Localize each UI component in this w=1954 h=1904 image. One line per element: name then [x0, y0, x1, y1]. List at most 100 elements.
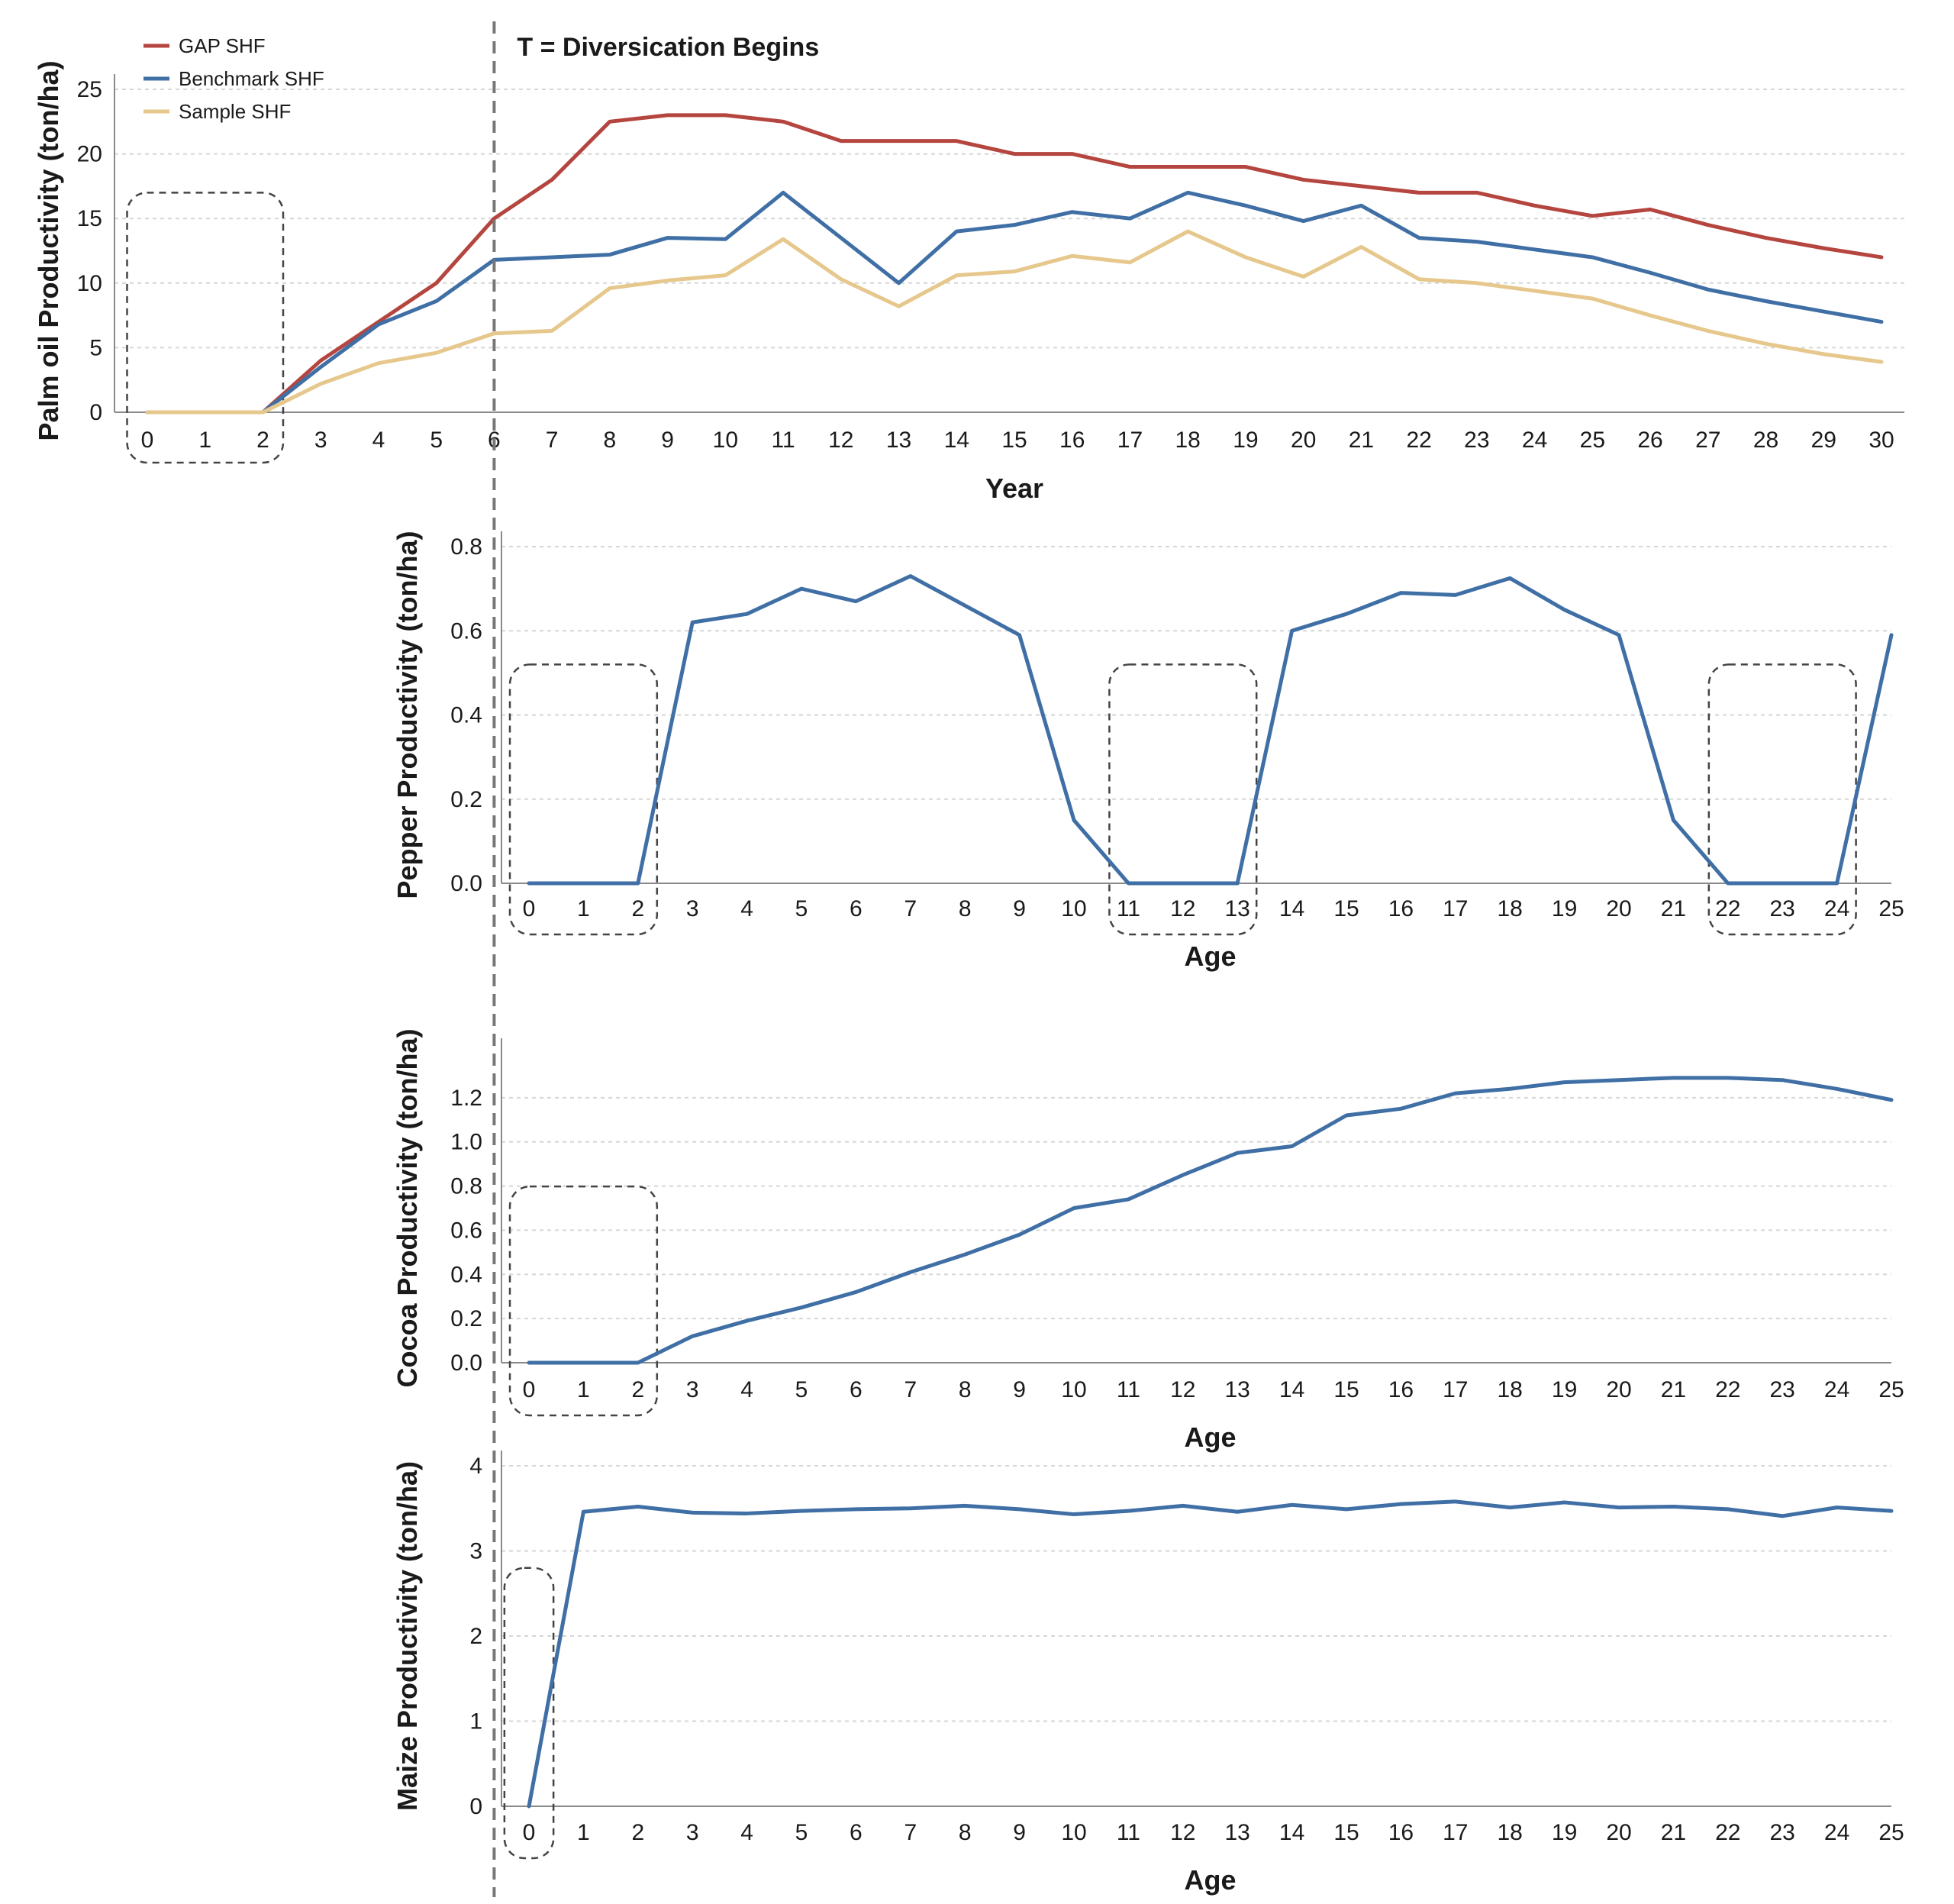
maize-establishment-box — [503, 1567, 555, 1860]
maize-x-tick-label: 2 — [631, 1820, 644, 1845]
pepper-y-tick-label: 0.4 — [450, 703, 482, 728]
legend-label: GAP SHF — [179, 34, 266, 57]
palm-x-tick-label: 5 — [430, 428, 443, 453]
cocoa-x-tick-label: 18 — [1498, 1377, 1523, 1402]
pepper-series-line — [527, 574, 1894, 886]
pepper-x-tick-label: 18 — [1498, 896, 1523, 921]
maize-x-tick-label: 17 — [1443, 1820, 1468, 1845]
pepper-x-tick-label: 25 — [1878, 896, 1904, 921]
pepper-x-tick-label: 2 — [631, 896, 644, 921]
maize-y-tick-label: 2 — [469, 1624, 482, 1649]
pepper-y-tick-label: 0.0 — [450, 871, 482, 896]
palm-x-tick-label: 2 — [256, 428, 269, 453]
pepper-y-axis-title: Pepper Productivity (ton/ha) — [392, 531, 423, 899]
palm-x-tick-label: 16 — [1059, 428, 1085, 453]
legend-label: Sample SHF — [179, 100, 291, 123]
pepper-x-tick-label: 0 — [523, 896, 536, 921]
maize-y-tick-label: 0 — [469, 1794, 482, 1819]
pepper-x-tick-label: 19 — [1552, 896, 1577, 921]
diversification-annotation: T = Diversication Begins — [492, 21, 819, 1897]
palm-y-tick-label: 25 — [77, 77, 102, 102]
cocoa-y-tick-label: 0.4 — [450, 1262, 482, 1287]
pepper-x-tick-label: 16 — [1388, 896, 1414, 921]
palm-x-tick-label: 4 — [372, 428, 385, 453]
palm-series-line — [145, 190, 1884, 415]
palm-x-tick-label: 27 — [1695, 428, 1720, 453]
palm-x-tick-label: 0 — [141, 428, 154, 453]
diversification-label: T = Diversication Begins — [517, 33, 819, 62]
pepper-x-tick-label: 10 — [1061, 896, 1086, 921]
cocoa-y-tick-label: 0.0 — [450, 1351, 482, 1376]
palm-y-tick-label: 5 — [89, 335, 102, 360]
legend-label: Benchmark SHF — [179, 67, 324, 90]
palm-x-tick-label: 22 — [1406, 428, 1431, 453]
pepper-establishment-box — [508, 663, 659, 936]
pepper-x-tick-label: 21 — [1661, 896, 1686, 921]
cocoa-x-tick-label: 5 — [795, 1377, 808, 1402]
maize-y-axis-title: Maize Productivity (ton/ha) — [392, 1461, 423, 1811]
pepper-x-tick-label: 23 — [1770, 896, 1795, 921]
palm-x-tick-label: 7 — [546, 428, 559, 453]
palm-y-tick-label: 0 — [89, 400, 102, 425]
pepper-x-tick-label: 14 — [1279, 896, 1304, 921]
pepper-x-axis-title: Age — [1184, 941, 1236, 972]
cocoa-x-tick-label: 20 — [1606, 1377, 1631, 1402]
palm-oil-chart: 0510152025012345678910111213141516171819… — [33, 60, 1904, 504]
pepper-establishment-box — [1108, 663, 1258, 936]
maize-x-tick-label: 20 — [1606, 1820, 1631, 1845]
maize-x-tick-label: 13 — [1225, 1820, 1250, 1845]
maize-x-tick-label: 22 — [1715, 1820, 1740, 1845]
palm-x-tick-label: 9 — [661, 428, 674, 453]
maize-x-tick-label: 14 — [1279, 1820, 1304, 1845]
pepper-chart: 0.00.20.40.60.80 1 2 3 4 5 6 7 8 9 10 11 12 13 14 15 16 1… — [392, 531, 1904, 972]
maize-y-tick-label: 4 — [469, 1454, 482, 1479]
pepper-x-tick-label: 13 — [1225, 896, 1250, 921]
cocoa-y-tick-label: 0.8 — [450, 1174, 482, 1199]
palm-series-line — [145, 113, 1884, 415]
maize-series-line — [527, 1499, 1894, 1809]
palm-x-tick-label: 11 — [771, 428, 795, 453]
pepper-x-tick-label: 12 — [1170, 896, 1195, 921]
cocoa-x-tick-label: 17 — [1443, 1377, 1468, 1402]
pepper-y-tick-label: 0.2 — [450, 787, 482, 812]
maize-x-axis-title: Age — [1184, 1864, 1236, 1896]
cocoa-x-tick-label: 16 — [1388, 1377, 1414, 1402]
pepper-x-tick-label: 8 — [959, 896, 972, 921]
maize-x-tick-label: 16 — [1388, 1820, 1414, 1845]
palm-series-line — [145, 229, 1884, 415]
cocoa-x-tick-label: 10 — [1061, 1377, 1086, 1402]
cocoa-x-tick-label: 11 — [1117, 1377, 1140, 1402]
maize-x-tick-label: 5 — [795, 1820, 808, 1845]
pepper-x-tick-label: 6 — [850, 896, 863, 921]
cocoa-x-axis-title: Age — [1184, 1422, 1236, 1453]
pepper-x-tick-label: 3 — [686, 896, 699, 921]
maize-x-tick-label: 0 — [523, 1820, 536, 1845]
maize-x-tick-label: 19 — [1552, 1820, 1577, 1845]
cocoa-x-tick-label: 24 — [1824, 1377, 1849, 1402]
palm-x-tick-label: 14 — [944, 428, 969, 453]
cocoa-x-tick-label: 1 — [577, 1377, 590, 1402]
maize-x-tick-label: 7 — [904, 1820, 917, 1845]
maize-x-tick-label: 18 — [1498, 1820, 1523, 1845]
pepper-x-tick-label: 1 — [577, 896, 590, 921]
cocoa-x-tick-label: 15 — [1333, 1377, 1359, 1402]
palm-x-tick-label: 13 — [886, 428, 911, 453]
cocoa-x-tick-label: 8 — [959, 1377, 972, 1402]
palm-x-tick-label: 8 — [604, 428, 617, 453]
maize-y-tick-label: 3 — [469, 1539, 482, 1564]
pepper-establishment-box — [1707, 663, 1857, 936]
cocoa-x-tick-label: 2 — [631, 1377, 644, 1402]
palm-x-axis-title: Year — [985, 473, 1043, 504]
cocoa-x-tick-label: 4 — [740, 1377, 753, 1402]
cocoa-chart: 0.00.20.40.60.81.01.20 1 2 3 4 5 6 7 8 9 10 11 12 13 1… — [392, 1028, 1904, 1453]
cocoa-x-tick-label: 23 — [1770, 1377, 1795, 1402]
pepper-x-tick-label: 9 — [1013, 896, 1026, 921]
cocoa-x-tick-label: 25 — [1878, 1377, 1904, 1402]
palm-y-tick-label: 15 — [77, 206, 102, 231]
palm-x-tick-label: 28 — [1753, 428, 1778, 453]
cocoa-x-tick-label: 3 — [686, 1377, 699, 1402]
chart-legend: GAP SHF Benchmark SHF Sample SHF — [143, 34, 324, 123]
maize-x-tick-label: 15 — [1333, 1820, 1359, 1845]
palm-x-tick-label: 17 — [1117, 428, 1143, 453]
